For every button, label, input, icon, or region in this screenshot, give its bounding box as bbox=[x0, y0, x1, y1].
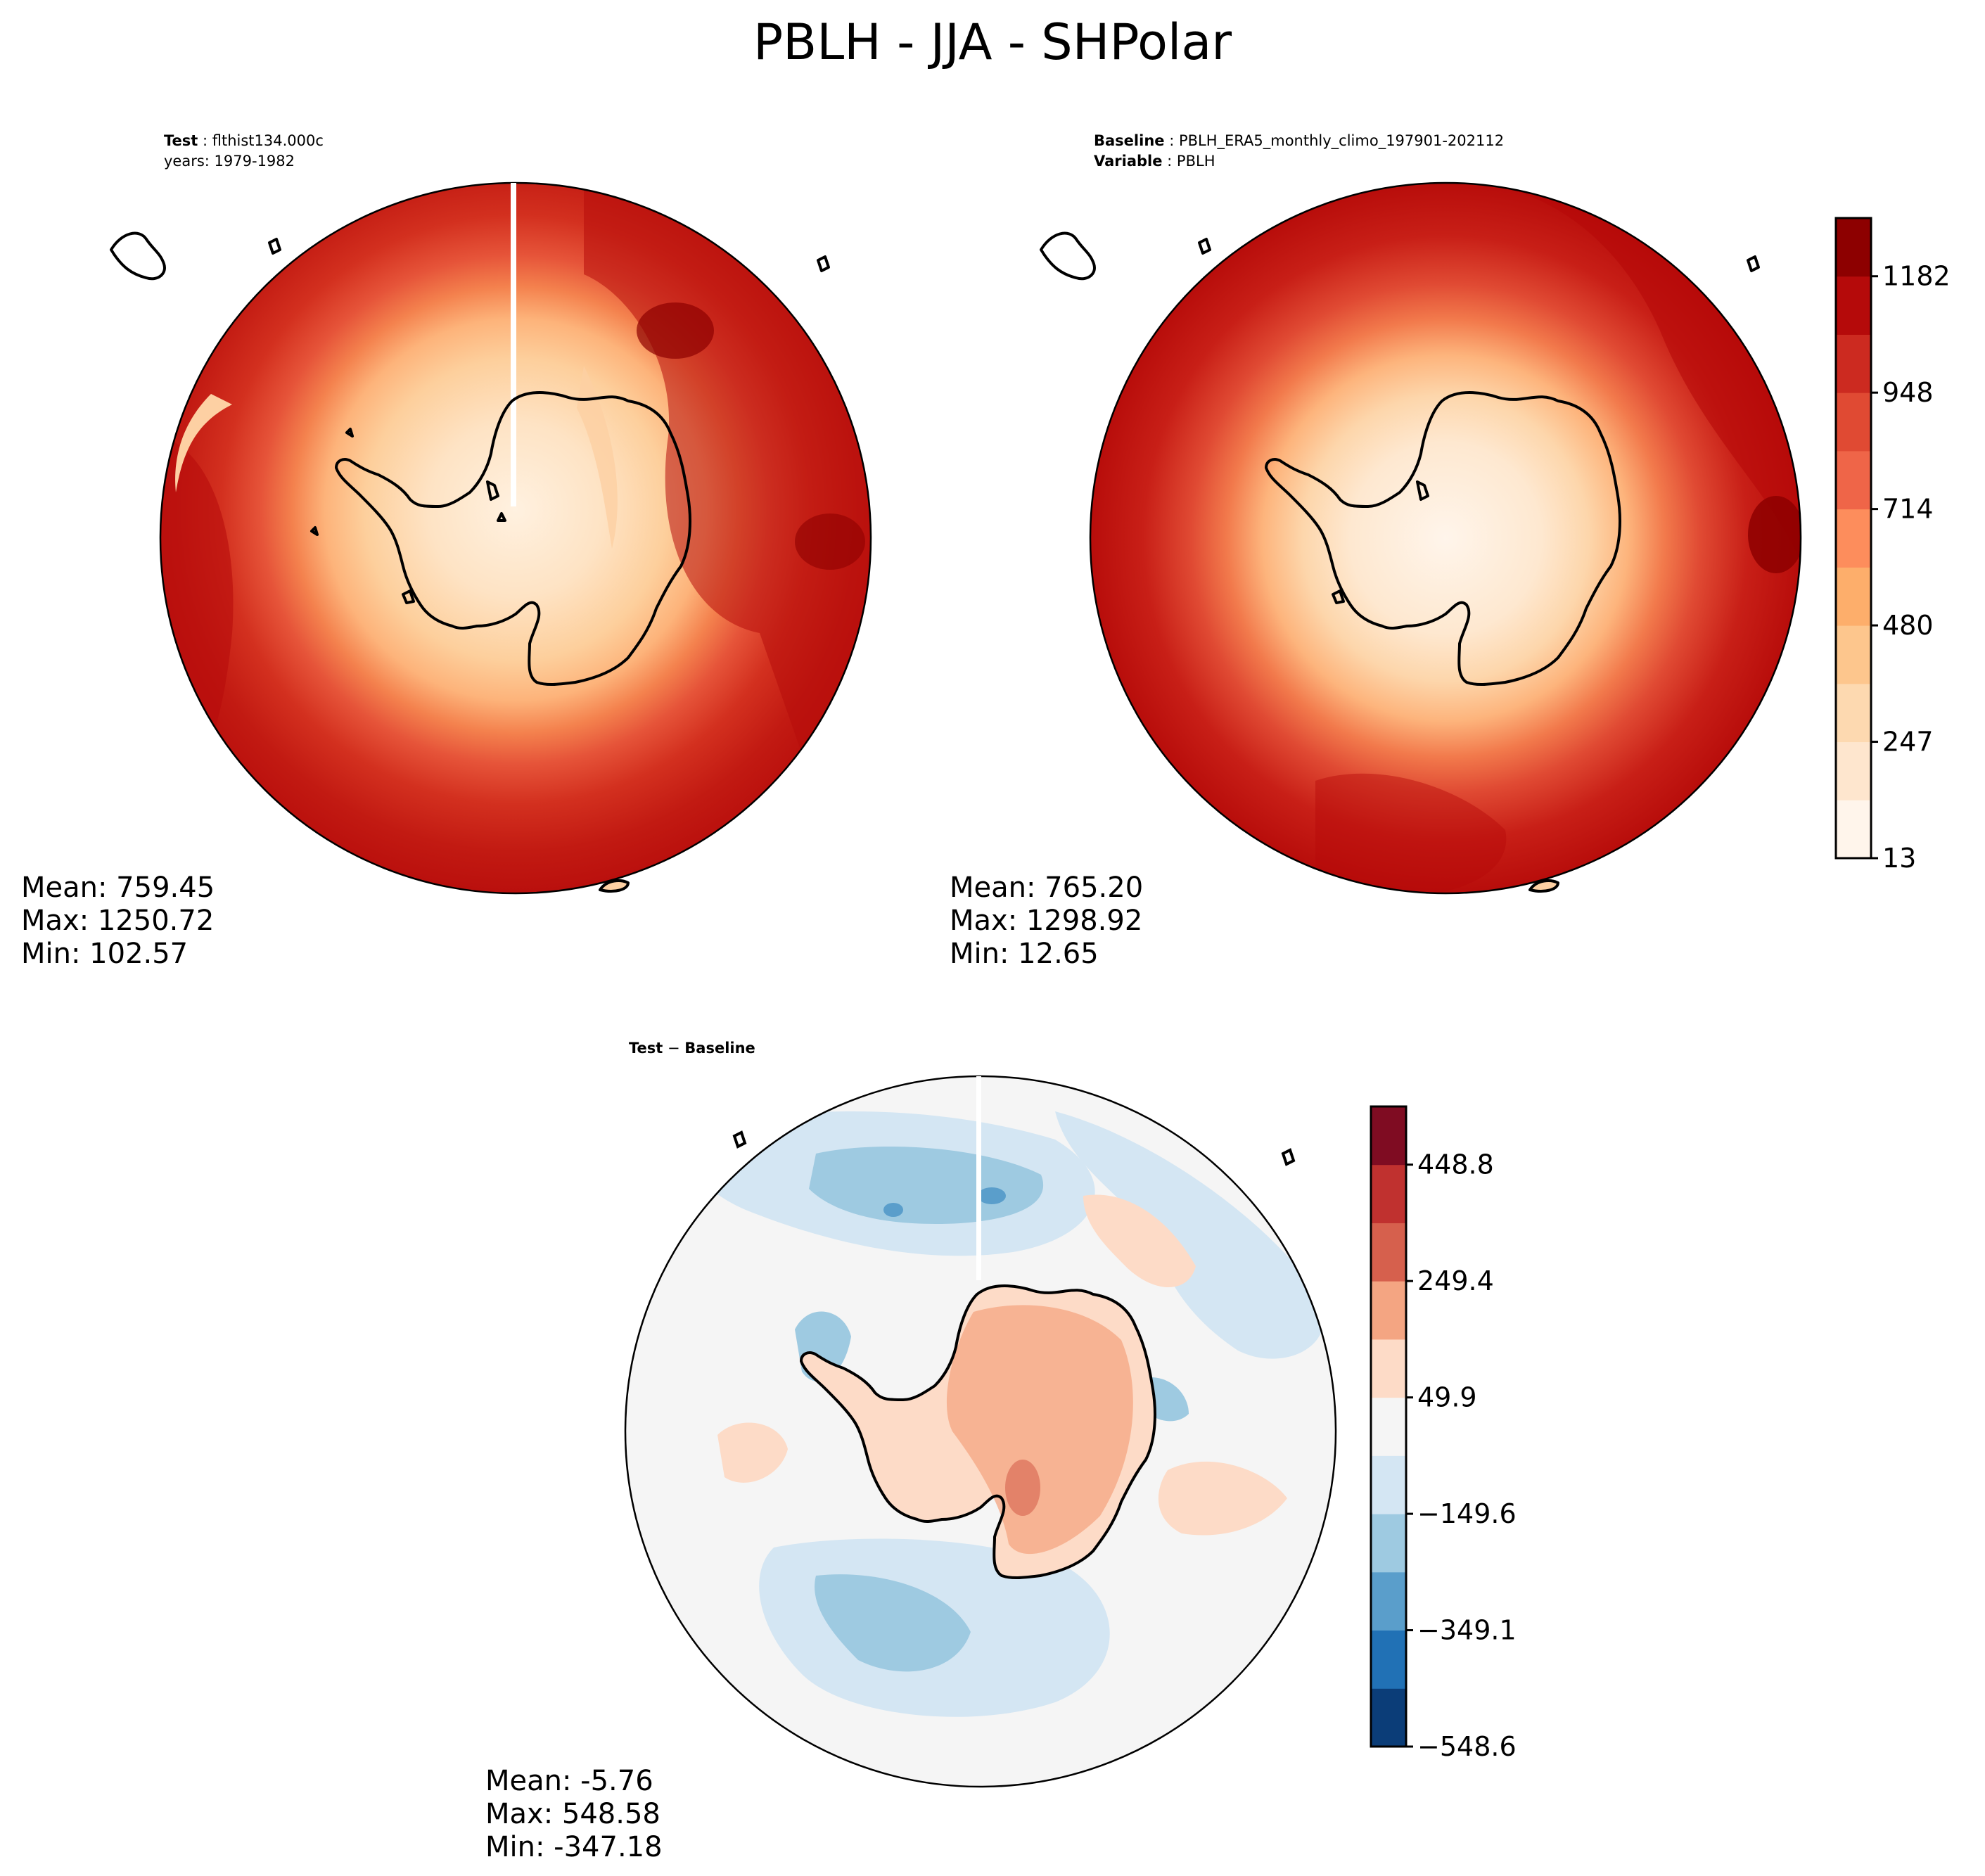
colorbar-diff-tick-label: −349.1 bbox=[1417, 1615, 1517, 1646]
colorbar-diff-segment bbox=[1371, 1571, 1406, 1631]
colorbar-main: 13 247 480 714 948 1182 bbox=[1834, 217, 1951, 874]
baseline-case-name: PBLH_ERA5_monthly_climo_197901-202112 bbox=[1179, 132, 1504, 150]
baseline-variable: Variable : PBLH bbox=[1094, 153, 1215, 170]
colorbar-diff-segment bbox=[1371, 1281, 1406, 1340]
panel-baseline: Baseline : PBLH_ERA5_monthly_climo_19790… bbox=[950, 132, 1802, 970]
colorbar-diff-tick-label: −149.6 bbox=[1417, 1498, 1517, 1529]
baseline-case-label: Baseline bbox=[1094, 132, 1165, 149]
baseline-stat-max: Max: 1298.92 bbox=[950, 905, 1142, 937]
diff-stat-max: Max: 548.58 bbox=[485, 1798, 660, 1830]
baseline-stat-min: Min: 12.65 bbox=[950, 938, 1099, 970]
diff-title-baseline: Baseline bbox=[684, 1040, 755, 1057]
colorbar-main-segment bbox=[1836, 450, 1871, 510]
diff-stat-mean: Mean: -5.76 bbox=[485, 1765, 653, 1797]
diff-antarctica bbox=[625, 1125, 1296, 1786]
test-antarctica-coastline bbox=[110, 231, 830, 893]
colorbar-main-segment bbox=[1836, 393, 1871, 452]
diff-missing-data-seam bbox=[976, 1076, 981, 1280]
colorbar-main-segment bbox=[1836, 800, 1871, 859]
baseline-variable-label: Variable bbox=[1094, 153, 1162, 170]
baseline-stat-mean: Mean: 765.20 bbox=[950, 872, 1143, 904]
test-case-name: flthist134.000c bbox=[212, 132, 324, 149]
colorbar-diff-tick-label: −548.6 bbox=[1417, 1731, 1517, 1762]
colorbar-main-segment bbox=[1836, 334, 1871, 393]
colorbar-main-segment bbox=[1836, 218, 1871, 277]
test-case-label: Test bbox=[164, 132, 198, 149]
colorbar-diff-segment bbox=[1371, 1688, 1406, 1747]
colorbar-main-segment bbox=[1836, 625, 1871, 684]
panel-test: Test : flthist134.000c years: 1979-1982 bbox=[21, 132, 872, 970]
test-header: Test : flthist134.000c bbox=[164, 132, 324, 149]
colorbar-diff-segment bbox=[1371, 1223, 1406, 1282]
diff-stat-min: Min: -347.18 bbox=[485, 1831, 663, 1863]
colorbar-main-segment bbox=[1836, 567, 1871, 626]
panel-difference: Test − Baseline bbox=[485, 1040, 1337, 1863]
colorbar-diff-segment bbox=[1371, 1455, 1406, 1514]
test-years: years: 1979-1982 bbox=[164, 153, 295, 170]
colorbar-main-segment bbox=[1836, 741, 1871, 800]
colorbar-main-segment bbox=[1836, 683, 1871, 743]
diff-title-separator: − bbox=[663, 1040, 684, 1057]
colorbar-diff-tick-label: 448.8 bbox=[1417, 1149, 1494, 1180]
colorbar-diff-frame bbox=[1370, 1105, 1408, 1748]
colorbar-diff-segment bbox=[1371, 1397, 1406, 1456]
colorbar-main-tick-label: 714 bbox=[1882, 494, 1934, 525]
colorbar-main-tick-label: 1182 bbox=[1882, 261, 1951, 292]
colorbar-diff-segment bbox=[1371, 1164, 1406, 1223]
colorbar-diff-tick-label: 249.4 bbox=[1417, 1265, 1494, 1296]
baseline-variable-name: PBLH bbox=[1177, 153, 1215, 170]
test-stat-min: Min: 102.57 bbox=[21, 938, 188, 970]
colorbar-main-segment bbox=[1836, 509, 1871, 568]
colorbar-diff-segment bbox=[1371, 1339, 1406, 1398]
baseline-antarctica-coastline bbox=[1040, 231, 1760, 893]
colorbar-diff-segment bbox=[1371, 1630, 1406, 1689]
colorbar-main-tick-label: 480 bbox=[1882, 610, 1934, 641]
baseline-header: Baseline : PBLH_ERA5_monthly_climo_19790… bbox=[1094, 132, 1504, 150]
colorbar-main-tick-label: 948 bbox=[1882, 377, 1934, 408]
colorbar-main-tick-label: 247 bbox=[1882, 727, 1934, 758]
test-missing-data-seam bbox=[511, 183, 516, 506]
diff-stats: Mean: -5.76 Max: 548.58 Min: -347.18 bbox=[485, 1765, 663, 1863]
colorbar-diff-segment bbox=[1371, 1514, 1406, 1573]
test-stats: Mean: 759.45 Max: 1250.72 Min: 102.57 bbox=[21, 872, 215, 970]
baseline-stats: Mean: 765.20 Max: 1298.92 Min: 12.65 bbox=[950, 872, 1143, 970]
diff-title-test: Test bbox=[629, 1040, 663, 1057]
colorbar-main-frame bbox=[1834, 217, 1872, 860]
test-stat-max: Max: 1250.72 bbox=[21, 905, 214, 937]
colorbar-main-segment bbox=[1836, 276, 1871, 335]
test-stat-mean: Mean: 759.45 bbox=[21, 872, 215, 904]
colorbar-diff-segment bbox=[1371, 1106, 1406, 1166]
diff-title: Test − Baseline bbox=[629, 1040, 755, 1057]
colorbar-diff-tick-label: 49.9 bbox=[1417, 1382, 1477, 1413]
colorbar-diff: −548.6 −349.1 −149.6 49.9 249.4 448.8 bbox=[1370, 1105, 1517, 1762]
colorbar-main-tick-label: 13 bbox=[1882, 843, 1916, 874]
baseline-map-field bbox=[1090, 183, 1801, 893]
figure-title: PBLH - JJA - SHPolar bbox=[753, 13, 1232, 71]
